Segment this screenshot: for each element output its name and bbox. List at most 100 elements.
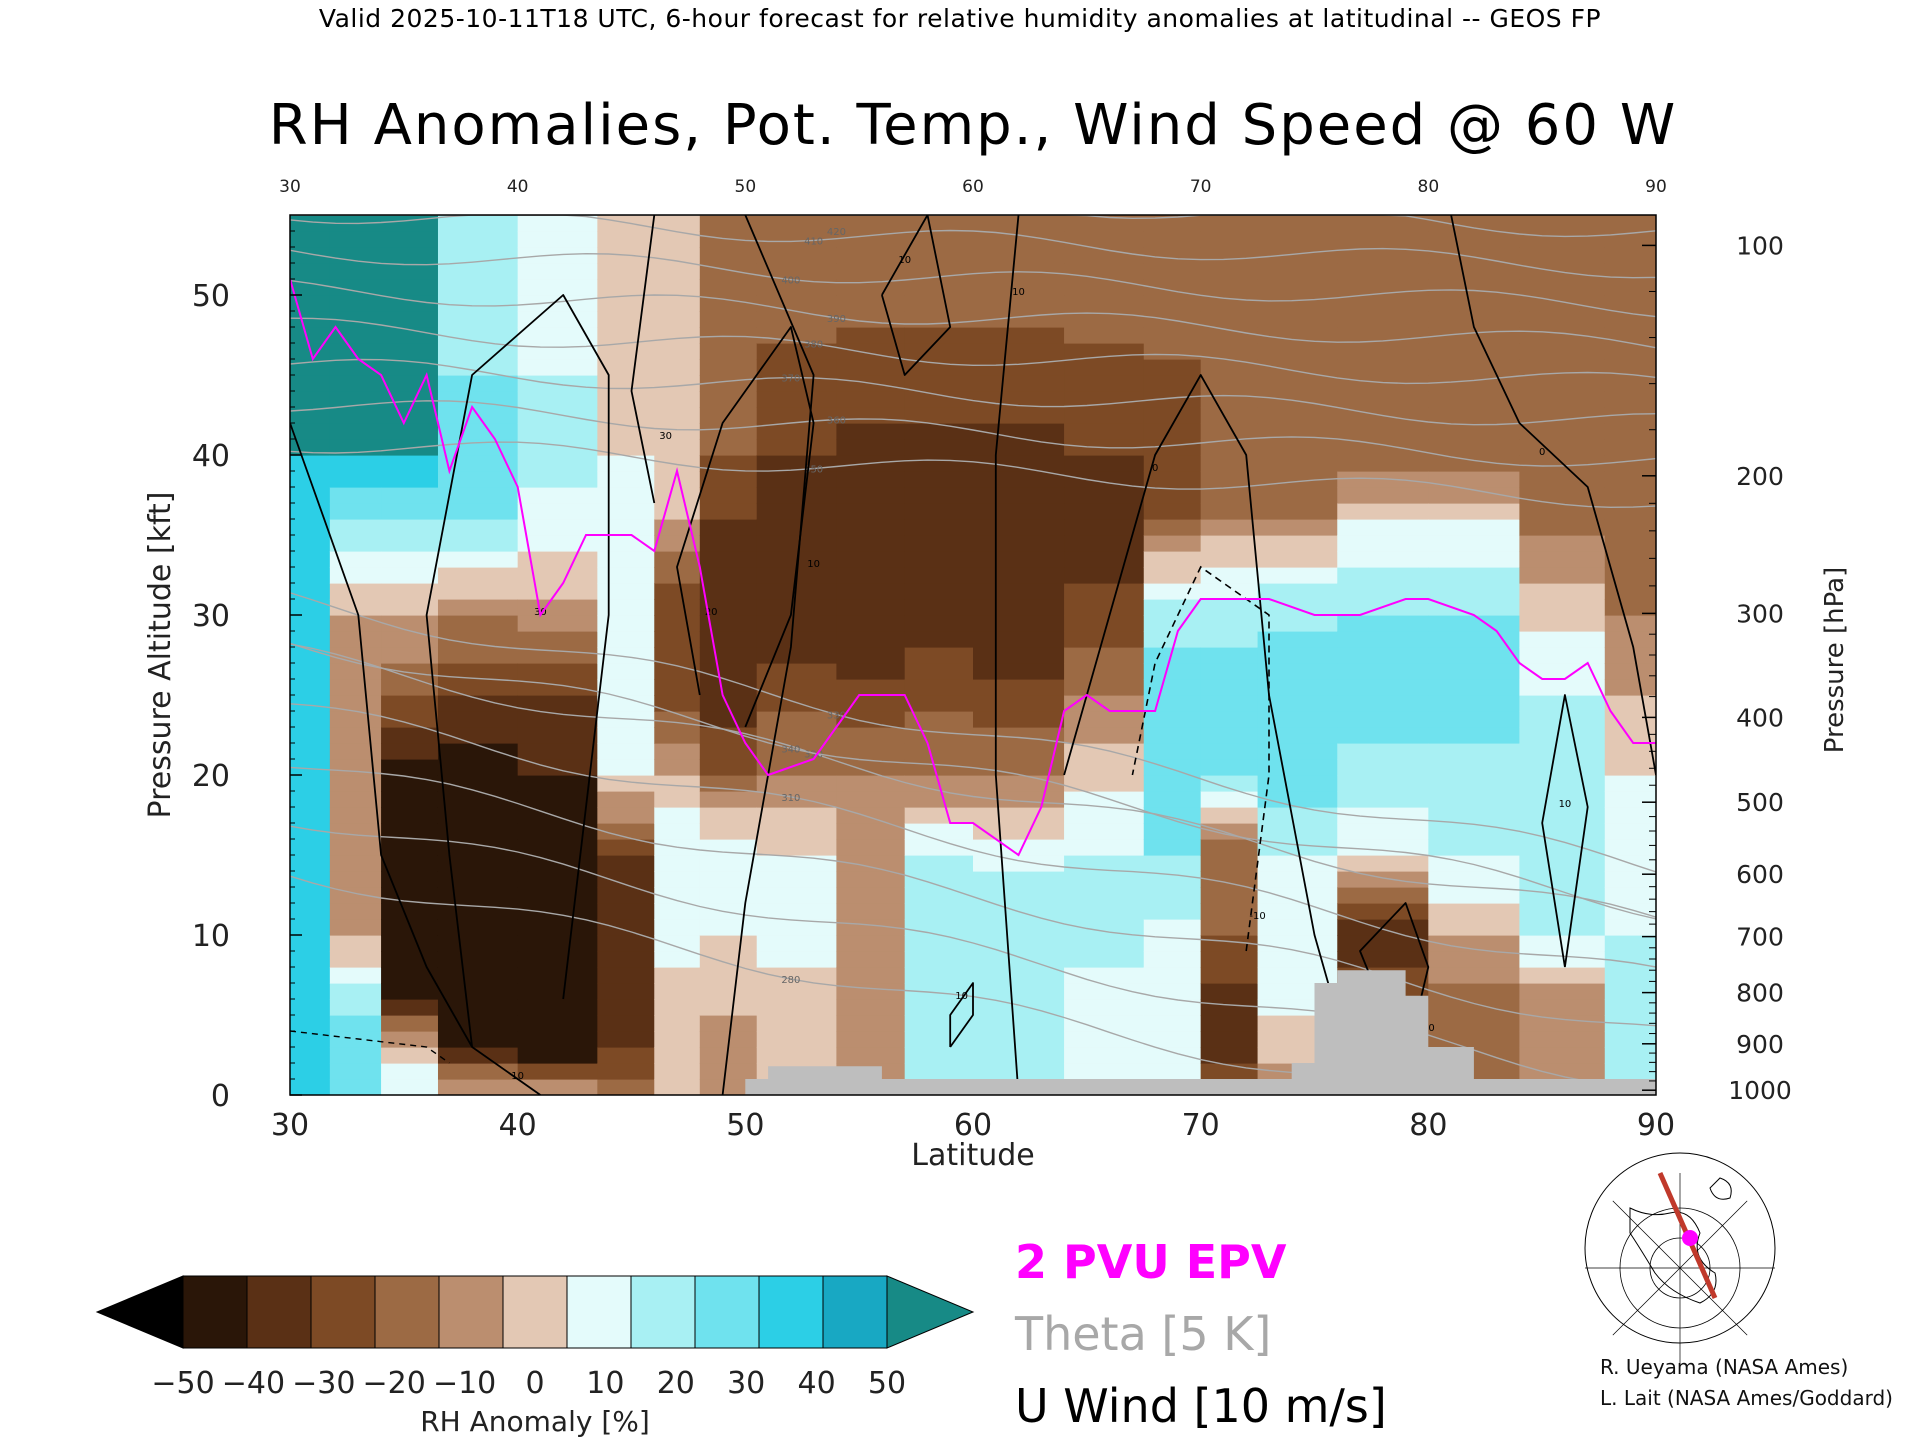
rh-cell xyxy=(654,455,701,472)
rh-cell xyxy=(973,1015,1065,1032)
rh-cell xyxy=(1337,775,1429,792)
rh-cell xyxy=(699,455,758,472)
rh-cell xyxy=(290,1031,331,1048)
rh-cell xyxy=(836,711,906,728)
rh-cell xyxy=(1257,583,1338,600)
rh-cell xyxy=(437,359,519,376)
rh-cell xyxy=(1519,391,1606,408)
rh-cell xyxy=(329,951,382,968)
rh-cell xyxy=(654,279,701,296)
rh-cell xyxy=(290,231,331,248)
rh-cell xyxy=(597,407,655,424)
rh-cell xyxy=(1604,663,1656,680)
rh-cell xyxy=(1604,519,1656,536)
rh-cell xyxy=(973,327,1065,344)
rh-cell xyxy=(1257,295,1338,312)
rh-cell xyxy=(973,215,1065,232)
rh-cell xyxy=(597,327,655,344)
rh-cell xyxy=(381,471,439,488)
rh-cell xyxy=(381,439,439,456)
rh-cell xyxy=(329,759,382,776)
rh-cell xyxy=(1200,343,1259,360)
rh-cell xyxy=(836,391,906,408)
rh-cell xyxy=(973,647,1065,664)
rh-cell xyxy=(517,1031,598,1048)
rh-cell xyxy=(1143,663,1202,680)
pressure-tick-label: 100 xyxy=(1736,231,1784,260)
rh-cell xyxy=(437,999,519,1016)
rh-cell xyxy=(1200,983,1259,1000)
rh-cell xyxy=(1143,887,1202,904)
map-meridian xyxy=(1679,1200,1748,1269)
rh-cell xyxy=(836,935,906,952)
rh-cell xyxy=(1519,535,1606,552)
rh-cell xyxy=(756,871,837,888)
rh-cell xyxy=(1337,215,1429,232)
rh-cell xyxy=(1428,535,1520,552)
rh-cell xyxy=(836,983,906,1000)
colorbar-swatch xyxy=(246,1275,312,1349)
rh-cell xyxy=(290,551,331,568)
rh-cell xyxy=(290,887,331,904)
rh-cell xyxy=(973,279,1065,296)
rh-cell xyxy=(1200,311,1259,328)
rh-cell xyxy=(1257,535,1338,552)
rh-cell xyxy=(329,503,382,520)
pressure-tick-label: 400 xyxy=(1736,703,1784,732)
theta-label: 380 xyxy=(804,340,823,351)
rh-cell xyxy=(654,791,701,808)
rh-cell xyxy=(1428,967,1520,984)
rh-cell xyxy=(1143,791,1202,808)
rh-cell xyxy=(329,727,382,744)
rh-cell xyxy=(973,535,1065,552)
rh-cell xyxy=(437,231,519,248)
rh-cell xyxy=(699,631,758,648)
rh-cell xyxy=(756,615,837,632)
rh-cell xyxy=(437,375,519,392)
colorbar-tick-label: 40 xyxy=(798,1366,836,1401)
rh-cell xyxy=(1428,551,1520,568)
rh-cell xyxy=(517,791,598,808)
rh-cell xyxy=(290,727,331,744)
rh-cell xyxy=(329,375,382,392)
rh-cell xyxy=(437,423,519,440)
rh-cell xyxy=(1200,999,1259,1016)
rh-cell xyxy=(973,807,1065,824)
rh-cell xyxy=(904,359,974,376)
rh-cell xyxy=(1200,903,1259,920)
rh-cell xyxy=(699,999,758,1016)
colorbar-tick-label: 50 xyxy=(868,1366,906,1401)
rh-cell xyxy=(699,215,758,232)
rh-cell xyxy=(756,247,837,264)
rh-cell xyxy=(1519,711,1606,728)
rh-cell xyxy=(836,423,906,440)
rh-cell xyxy=(699,327,758,344)
rh-cell xyxy=(597,503,655,520)
rh-cell xyxy=(654,327,701,344)
rh-cell xyxy=(517,887,598,904)
rh-cell xyxy=(1604,359,1656,376)
rh-cell xyxy=(654,423,701,440)
rh-cell xyxy=(654,967,701,984)
rh-cell xyxy=(904,1047,974,1064)
rh-cell xyxy=(1064,951,1145,968)
rh-cell xyxy=(904,567,974,584)
rh-cell xyxy=(1257,743,1338,760)
rh-cell xyxy=(973,663,1065,680)
rh-cell xyxy=(1200,631,1259,648)
rh-cell xyxy=(973,503,1065,520)
rh-cell xyxy=(973,567,1065,584)
rh-cell xyxy=(904,519,974,536)
rh-cell xyxy=(290,951,331,968)
rh-cell xyxy=(756,903,837,920)
rh-cell xyxy=(329,967,382,984)
rh-cell xyxy=(756,423,837,440)
rh-cell xyxy=(517,471,598,488)
rh-cell xyxy=(597,951,655,968)
rh-cell xyxy=(1143,759,1202,776)
rh-cell xyxy=(437,647,519,664)
rh-cell xyxy=(517,727,598,744)
rh-cell xyxy=(654,871,701,888)
rh-cell xyxy=(437,903,519,920)
rh-cell xyxy=(329,871,382,888)
